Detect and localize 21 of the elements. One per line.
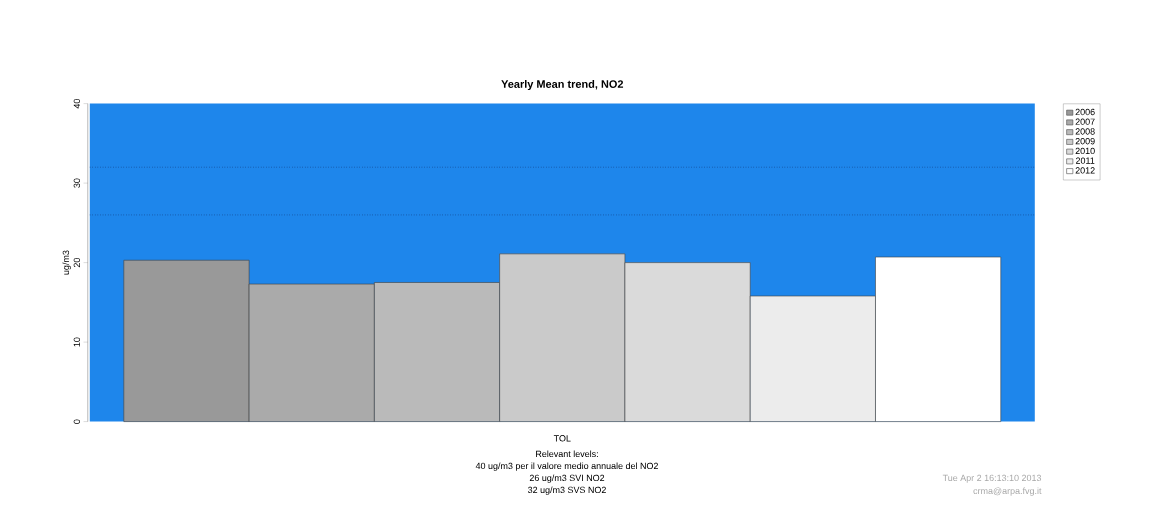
x-tick-label: TOL	[553, 435, 571, 442]
chart-title: Yearly Mean trend, NO2	[501, 79, 624, 91]
text: Relevant levels:	[536, 450, 598, 458]
legend-label: 2009	[1075, 138, 1095, 145]
legend-label: 2008	[1075, 128, 1095, 135]
legend-label: 2007	[1075, 118, 1095, 125]
legend-label: 2010	[1075, 147, 1095, 155]
y-axis-title: ug/m3	[62, 250, 71, 275]
legend-label: 2006	[1075, 108, 1095, 116]
y-tick-label: 0	[73, 419, 81, 424]
text: Tue Apr 2 16:13:10 2013	[942, 474, 1042, 483]
text: 32 ug/m3 SVS NO2	[527, 486, 606, 495]
y-tick-label: 30	[73, 178, 81, 188]
text: 40 ug/m3 per il valore medio annuale del NO2	[475, 462, 658, 471]
legend-label: 2012	[1075, 167, 1095, 174]
y-tick-label: 40	[73, 98, 81, 109]
legend-label: 2011	[1075, 157, 1095, 164]
y-tick-label: 20	[73, 257, 81, 268]
y-tick-label: 10	[73, 337, 81, 347]
text: 26 ug/m3 SVI NO2	[529, 474, 605, 483]
text: crma@arpa.fvg.it	[973, 487, 1042, 496]
